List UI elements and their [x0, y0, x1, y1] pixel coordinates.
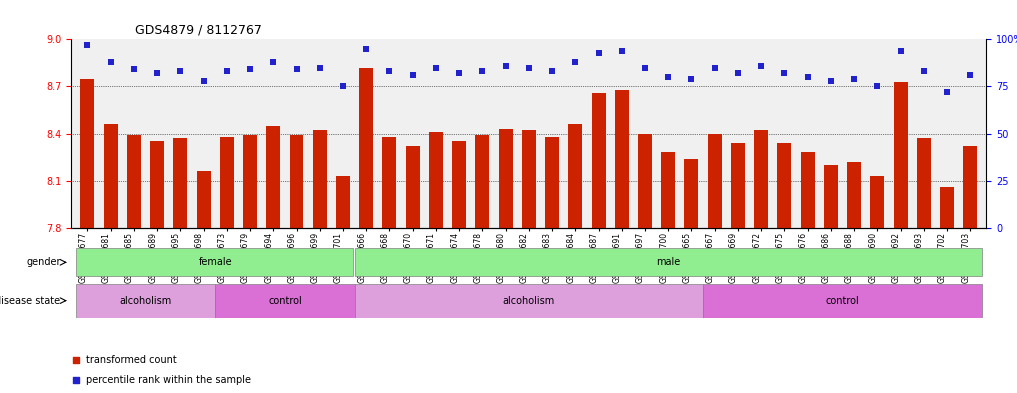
Point	[776, 70, 792, 76]
Bar	[708, 134, 722, 228]
Bar	[196, 171, 211, 228]
Point	[660, 74, 676, 80]
Bar	[220, 137, 234, 228]
Text: gender: gender	[26, 257, 61, 267]
Point	[451, 70, 467, 76]
Point	[381, 68, 398, 75]
Bar	[151, 141, 164, 228]
Bar	[569, 124, 583, 228]
FancyBboxPatch shape	[703, 284, 981, 318]
Bar	[290, 135, 303, 228]
Bar	[916, 138, 931, 228]
Text: GDS4879 / 8112767: GDS4879 / 8112767	[135, 24, 262, 37]
Point	[637, 64, 653, 71]
Bar	[545, 137, 559, 228]
Bar	[894, 82, 907, 228]
Text: male: male	[656, 257, 680, 267]
Point	[219, 68, 235, 75]
Point	[126, 66, 142, 73]
Point	[939, 89, 955, 95]
Point	[846, 76, 862, 82]
Bar	[777, 143, 791, 228]
Point	[683, 76, 700, 82]
Bar	[661, 152, 675, 228]
Bar	[174, 138, 187, 228]
Bar	[475, 135, 489, 228]
Bar	[453, 141, 466, 228]
FancyBboxPatch shape	[76, 248, 354, 277]
Bar	[243, 135, 257, 228]
Point	[428, 64, 444, 71]
Point	[79, 42, 96, 48]
Bar	[871, 176, 884, 228]
Point	[172, 68, 188, 75]
Text: transformed count: transformed count	[86, 355, 177, 365]
Point	[753, 62, 769, 69]
Point	[823, 78, 839, 84]
Text: percentile rank within the sample: percentile rank within the sample	[86, 375, 251, 385]
Point	[962, 72, 978, 78]
Bar	[313, 130, 326, 228]
Bar	[382, 137, 397, 228]
Point	[544, 68, 560, 75]
Point	[799, 74, 816, 80]
Bar	[615, 90, 629, 228]
Text: control: control	[826, 296, 859, 306]
Point	[707, 64, 723, 71]
Point	[103, 59, 119, 65]
Point	[363, 248, 379, 255]
Point	[567, 59, 584, 65]
Bar	[592, 93, 605, 228]
Bar	[731, 143, 744, 228]
Point	[335, 83, 351, 90]
Text: alcoholism: alcoholism	[119, 296, 172, 306]
Point	[892, 48, 908, 54]
Bar	[80, 79, 95, 228]
Text: alcoholism: alcoholism	[502, 296, 555, 306]
Bar	[104, 124, 118, 228]
Point	[311, 64, 327, 71]
Bar	[684, 159, 699, 228]
Bar	[429, 132, 442, 228]
Point	[358, 46, 374, 52]
FancyBboxPatch shape	[355, 248, 981, 277]
Bar	[963, 146, 977, 228]
Point	[497, 62, 514, 69]
Point	[195, 78, 212, 84]
Point	[613, 48, 630, 54]
Point	[289, 66, 305, 73]
Text: disease state: disease state	[0, 296, 61, 306]
Bar	[359, 68, 373, 228]
Bar	[800, 152, 815, 228]
Bar	[847, 162, 861, 228]
FancyBboxPatch shape	[216, 284, 355, 318]
Text: female: female	[198, 257, 232, 267]
Bar	[266, 126, 281, 228]
Bar	[522, 130, 536, 228]
Bar	[336, 176, 350, 228]
Point	[149, 70, 166, 76]
Point	[474, 68, 490, 75]
Point	[591, 50, 607, 56]
FancyBboxPatch shape	[355, 284, 703, 318]
Point	[265, 59, 282, 65]
Bar	[755, 130, 768, 228]
Text: control: control	[268, 296, 302, 306]
Bar	[940, 187, 954, 228]
Point	[405, 72, 421, 78]
Point	[363, 62, 379, 69]
Point	[521, 64, 537, 71]
Point	[242, 66, 258, 73]
Point	[870, 83, 886, 90]
Bar	[498, 129, 513, 228]
Bar	[406, 146, 420, 228]
Point	[915, 68, 932, 75]
FancyBboxPatch shape	[76, 284, 216, 318]
Bar	[824, 165, 838, 228]
Point	[730, 70, 746, 76]
Bar	[127, 135, 141, 228]
Bar	[638, 134, 652, 228]
